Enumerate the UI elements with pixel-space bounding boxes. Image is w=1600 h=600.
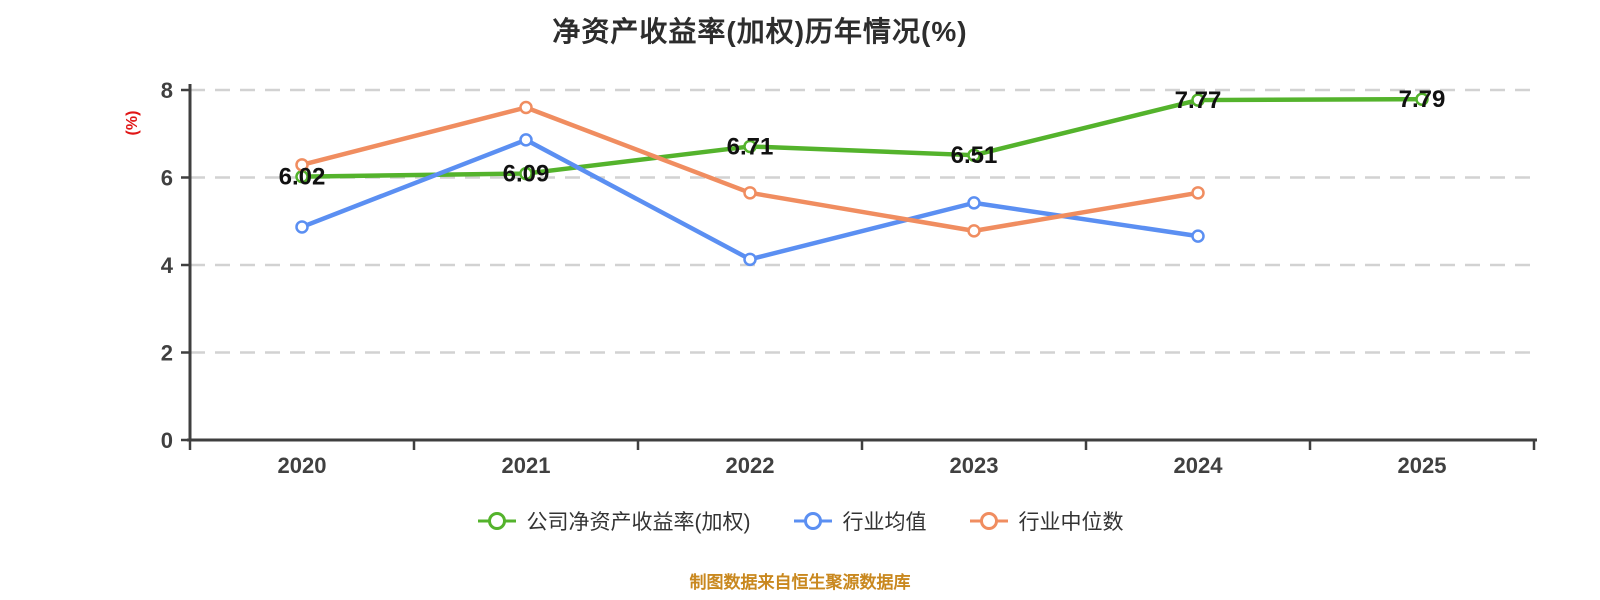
x-tick-label: 2021 xyxy=(502,453,551,478)
x-tick-label: 2023 xyxy=(950,453,999,478)
data-point-series-1 xyxy=(743,252,757,267)
y-tick-label: 4 xyxy=(161,253,174,278)
data-point-label: 6.51 xyxy=(951,142,998,169)
x-tick-label: 2022 xyxy=(726,453,775,478)
legend-line-marker-icon xyxy=(793,512,832,530)
legend-line-marker-icon xyxy=(477,512,516,530)
legend-item-0[interactable]: 公司净资产收益率(加权) xyxy=(477,506,751,536)
series-line-2 xyxy=(299,105,1201,234)
y-tick-label: 2 xyxy=(161,341,173,366)
data-point-series-1 xyxy=(1191,229,1205,243)
data-point-series-2 xyxy=(1191,186,1205,200)
data-point-series-0 xyxy=(519,166,533,181)
data-point-series-0 xyxy=(967,148,981,162)
legend: 公司净资产收益率(加权) 行业均值 行业中位数 xyxy=(0,506,1600,536)
data-point-series-2 xyxy=(519,100,533,115)
data-point-series-0 xyxy=(743,139,757,154)
y-tick-label: 6 xyxy=(161,166,173,191)
legend-item-2[interactable]: 行业中位数 xyxy=(969,506,1124,536)
y-tick-label: 0 xyxy=(161,428,173,453)
legend-label: 行业均值 xyxy=(842,511,927,534)
legend-item-1[interactable]: 行业均值 xyxy=(793,506,927,536)
data-point-series-1 xyxy=(967,196,981,210)
x-tick-label: 2025 xyxy=(1398,453,1447,478)
legend-line-marker-icon xyxy=(969,512,1008,530)
legend-label: 行业中位数 xyxy=(1018,511,1124,534)
x-tick-label: 2020 xyxy=(278,453,327,478)
data-point-series-2 xyxy=(743,186,757,200)
data-point-series-1 xyxy=(519,133,533,147)
data-point-series-2 xyxy=(295,158,309,172)
data-point-series-1 xyxy=(295,220,309,234)
chart-title: 净资产收益率(加权)历年情况(%) xyxy=(552,16,968,47)
data-source-note: 制图数据来自恒生聚源数据库 xyxy=(689,573,911,592)
data-point-series-2 xyxy=(967,224,981,238)
data-point-series-0 xyxy=(1191,93,1205,107)
series-line-0 xyxy=(299,96,1425,179)
data-point-label: 6.09 xyxy=(503,161,550,188)
data-point-label: 7.77 xyxy=(1175,87,1222,114)
data-point-label: 6.02 xyxy=(279,164,326,191)
data-point-series-0 xyxy=(1415,92,1429,106)
data-point-label: 6.71 xyxy=(727,133,774,160)
x-tick-label: 2024 xyxy=(1174,453,1224,478)
y-tick-label: 8 xyxy=(161,78,173,103)
data-point-label: 7.79 xyxy=(1399,86,1446,113)
legend-label: 公司净资产收益率(加权) xyxy=(526,511,751,534)
